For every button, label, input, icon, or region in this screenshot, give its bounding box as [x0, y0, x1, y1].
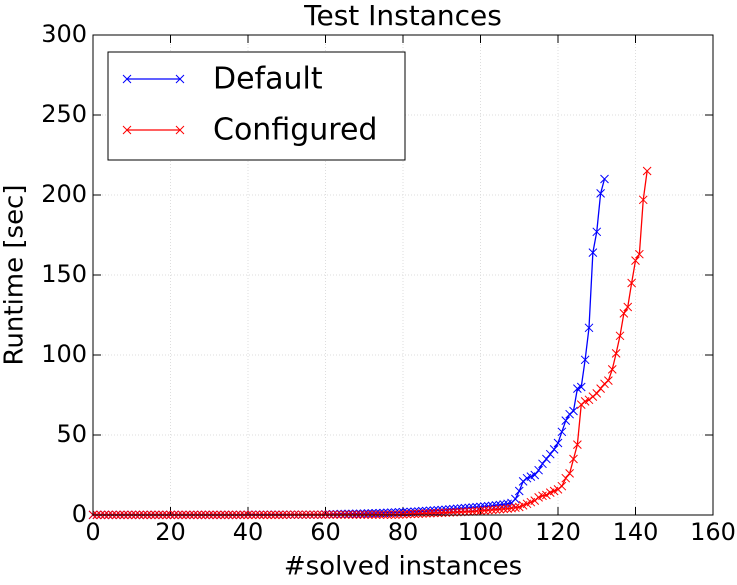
point-marker — [398, 510, 408, 519]
point-marker — [460, 507, 470, 517]
legend-label: Default — [213, 62, 323, 97]
y-tick-label: 50 — [56, 420, 87, 448]
point-marker — [576, 382, 586, 392]
point-marker — [635, 249, 644, 259]
point-marker — [596, 384, 605, 393]
x-tick-label: 60 — [310, 518, 341, 546]
point-marker — [425, 508, 435, 518]
legend-label: Configured — [213, 113, 377, 148]
point-marker — [631, 256, 640, 265]
point-marker — [472, 506, 481, 516]
point-marker — [480, 506, 489, 515]
point-marker — [573, 440, 582, 449]
point-marker — [402, 509, 412, 519]
point-marker — [588, 248, 598, 257]
point-marker — [592, 227, 602, 237]
point-marker — [584, 323, 594, 333]
point-marker — [495, 504, 505, 514]
point-marker — [542, 454, 551, 464]
point-marker — [619, 309, 629, 318]
point-marker — [514, 486, 524, 496]
point-marker — [596, 189, 605, 198]
point-marker — [429, 508, 439, 518]
y-tick-label: 0 — [72, 500, 87, 528]
point-marker — [499, 504, 509, 514]
y-tick-label: 300 — [41, 20, 87, 48]
point-marker — [600, 174, 609, 184]
point-marker — [607, 365, 617, 374]
point-marker — [569, 406, 578, 416]
chart-title: Test Instances — [303, 0, 502, 32]
point-marker — [538, 459, 547, 469]
point-marker — [421, 509, 431, 518]
y-tick-label: 150 — [41, 260, 87, 288]
point-marker — [418, 509, 427, 518]
y-axis-label: Runtime [sec] — [0, 185, 30, 366]
x-tick-label: 120 — [535, 518, 581, 546]
y-tick-label: 200 — [41, 180, 87, 208]
point-marker — [557, 481, 567, 491]
x-tick-label: 160 — [690, 518, 736, 546]
point-marker — [507, 503, 516, 513]
point-marker — [615, 331, 625, 341]
x-tick-label: 80 — [388, 518, 419, 546]
point-marker — [487, 505, 497, 515]
point-marker — [534, 465, 543, 475]
point-marker — [569, 454, 578, 464]
legend-marker — [122, 74, 185, 84]
x-axis-label: #solved instances — [284, 552, 522, 582]
point-marker — [553, 438, 563, 448]
legend-marker — [122, 125, 185, 135]
point-marker — [611, 349, 621, 358]
point-marker — [503, 504, 512, 513]
y-tick-label: 100 — [41, 340, 87, 368]
point-marker — [623, 302, 633, 312]
x-tick-label: 0 — [85, 518, 100, 546]
point-marker — [410, 509, 419, 519]
point-marker — [549, 445, 559, 454]
point-marker — [561, 473, 571, 483]
point-marker — [433, 508, 443, 518]
point-marker — [604, 376, 613, 385]
point-marker — [491, 505, 501, 514]
point-marker — [406, 509, 416, 519]
point-marker — [565, 469, 574, 478]
point-marker — [638, 195, 648, 205]
point-marker — [592, 389, 602, 398]
point-marker — [561, 416, 571, 425]
y-tick-label: 250 — [41, 100, 87, 128]
point-marker — [580, 355, 590, 365]
point-marker — [511, 503, 520, 512]
x-tick-label: 40 — [233, 518, 264, 546]
point-marker — [530, 470, 540, 480]
point-marker — [545, 449, 555, 459]
point-marker — [414, 509, 423, 519]
x-tick-label: 100 — [458, 518, 504, 546]
point-marker — [464, 507, 474, 516]
x-tick-label: 140 — [613, 518, 659, 546]
point-marker — [642, 166, 652, 176]
x-tick-label: 20 — [155, 518, 186, 546]
plot-frame — [92, 34, 714, 516]
point-marker — [542, 490, 551, 500]
point-marker — [511, 494, 520, 504]
point-marker — [627, 278, 636, 288]
legend-box — [107, 51, 406, 161]
point-marker — [557, 427, 567, 437]
point-marker — [468, 507, 478, 516]
point-marker — [483, 505, 493, 515]
point-marker — [476, 506, 485, 516]
